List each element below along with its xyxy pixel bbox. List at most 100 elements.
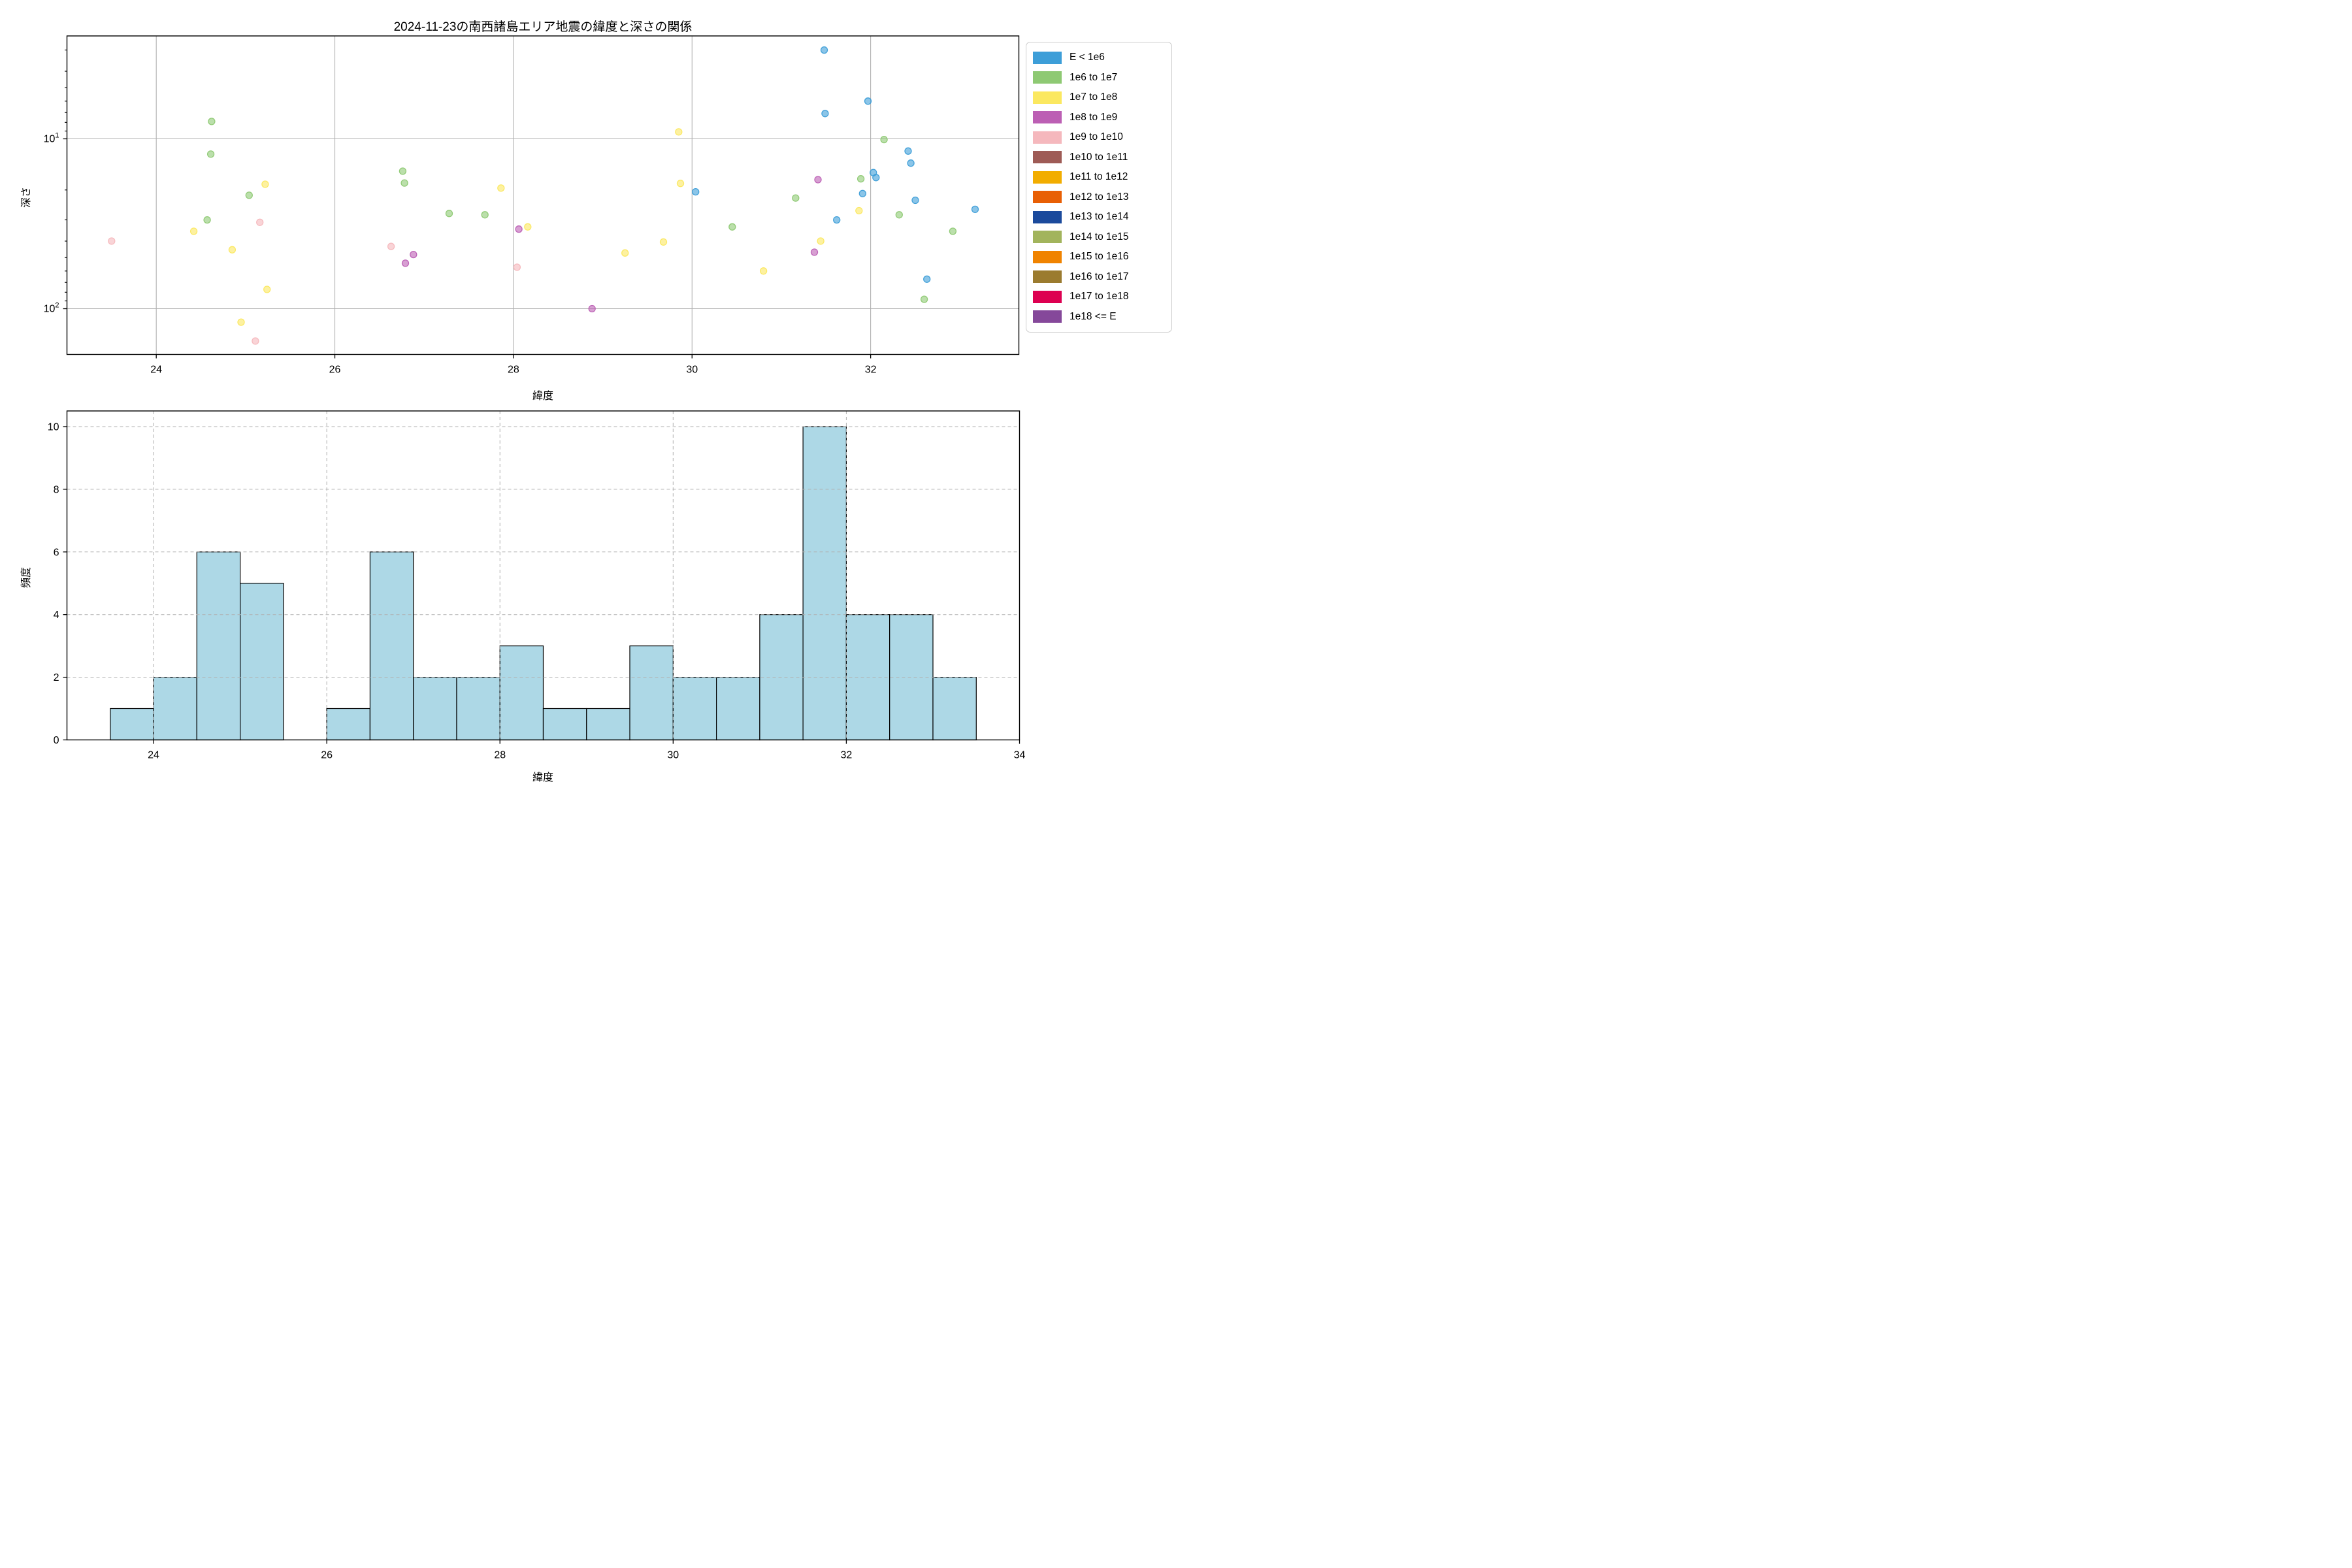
scatter-point <box>481 211 489 219</box>
histogram-spines <box>66 410 1021 741</box>
y-tick-label: 6 <box>54 547 59 558</box>
x-tick-label: 24 <box>148 750 159 761</box>
legend-label: 1e8 to 1e9 <box>1070 111 1118 123</box>
scatter-point <box>410 250 417 259</box>
scatter-point <box>261 180 269 188</box>
legend-label: 1e11 to 1e12 <box>1070 171 1128 183</box>
legend-item: 1e6 to 1e7 <box>1033 68 1165 88</box>
scatter-point <box>855 206 863 215</box>
histogram-bar <box>499 645 544 741</box>
scatter-point <box>820 46 828 54</box>
figure: 24 26 28 30 32 101 102 24 26 28 30 32 34 0 2 4 6 8 10 2024… <box>0 0 1176 784</box>
scatter-point <box>387 242 395 250</box>
hist-ylabel: 頻度 <box>21 566 33 589</box>
x-tick-label: 28 <box>508 365 519 376</box>
legend-item: 1e12 to 1e13 <box>1033 188 1165 208</box>
legend-label: 1e18 <= E <box>1070 310 1117 322</box>
scatter-point <box>817 237 825 245</box>
legend-item: 1e18 <= E <box>1033 307 1165 327</box>
y-tick-label: 0 <box>54 735 59 746</box>
hist-xlabel: 緯度 <box>532 772 553 783</box>
legend-swatch <box>1033 71 1062 84</box>
scatter-point <box>923 275 931 283</box>
scatter-point <box>256 218 264 226</box>
histogram-bar <box>110 708 154 741</box>
legend-label: 1e15 to 1e16 <box>1070 251 1129 263</box>
scatter-point <box>858 189 866 197</box>
scatter-point <box>872 174 880 182</box>
x-tick-label: 32 <box>865 365 877 376</box>
histogram-bar <box>672 676 717 741</box>
legend-swatch <box>1033 51 1062 64</box>
scatter-point <box>895 211 903 219</box>
legend-swatch <box>1033 191 1062 204</box>
scatter-xlabel: 緯度 <box>532 391 553 402</box>
histogram-bar <box>413 676 457 741</box>
scatter-point <box>621 249 629 257</box>
scatter-point <box>911 196 919 204</box>
scatter-point <box>515 225 523 233</box>
scatter-point <box>821 110 829 118</box>
legend-swatch <box>1033 171 1062 184</box>
x-tick-label: 30 <box>686 365 698 376</box>
legend: E < 1e6 1e6 to 1e7 1e7 to 1e8 1e8 to 1e9 1e9… <box>1026 42 1172 333</box>
legend-swatch <box>1033 111 1062 124</box>
legend-swatch <box>1033 151 1062 164</box>
y-tick-label: 8 <box>54 484 59 495</box>
x-tick-label: 26 <box>321 750 333 761</box>
scatter-spines <box>66 35 1020 355</box>
histogram-bar <box>542 708 587 741</box>
histogram-bar <box>369 551 414 741</box>
legend-swatch <box>1033 231 1062 244</box>
scatter-point <box>513 263 521 271</box>
scatter-point <box>524 223 532 231</box>
scatter-point <box>203 216 211 224</box>
y-tick-label: 102 <box>44 302 59 315</box>
figure-title: 2024-11-23の南西諸島エリア地震の緯度と深さの関係 <box>393 20 693 34</box>
scatter-point <box>949 227 957 235</box>
x-tick-label: 30 <box>667 750 679 761</box>
scatter-point <box>675 128 683 136</box>
legend-item: 1e11 to 1e12 <box>1033 167 1165 188</box>
scatter-point <box>907 159 915 167</box>
y-tick-label: 101 <box>44 132 59 145</box>
scatter-point <box>659 238 668 246</box>
legend-label: 1e13 to 1e14 <box>1070 211 1129 223</box>
legend-label: 1e16 to 1e17 <box>1070 270 1129 282</box>
legend-swatch <box>1033 91 1062 104</box>
scatter-plot: 24 26 28 30 32 101 102 <box>44 35 1020 376</box>
scatter-point <box>108 237 116 245</box>
scatter-point <box>904 147 912 155</box>
scatter-point <box>208 118 216 125</box>
legend-item: 1e13 to 1e14 <box>1033 207 1165 227</box>
histogram-bar <box>715 676 760 741</box>
scatter-point <box>237 318 245 326</box>
scatter-point <box>864 97 872 105</box>
legend-label: 1e10 to 1e11 <box>1070 151 1128 163</box>
histogram-bar <box>629 645 674 741</box>
legend-label: 1e12 to 1e13 <box>1070 191 1129 203</box>
x-tick-label: 26 <box>329 365 341 376</box>
histogram-bars <box>110 426 977 741</box>
legend-item: 1e14 to 1e15 <box>1033 227 1165 248</box>
histogram-bar <box>326 708 371 741</box>
histogram-bar <box>932 676 977 741</box>
legend-item: 1e15 to 1e16 <box>1033 247 1165 267</box>
scatter-point <box>445 210 453 218</box>
histogram-bar <box>196 551 241 741</box>
scatter-point <box>857 175 865 183</box>
scatter-point <box>810 248 819 256</box>
scatter-points <box>108 46 979 345</box>
histogram-bar <box>586 708 630 741</box>
scatter-point <box>971 205 979 214</box>
y-tick-label: 4 <box>54 610 59 621</box>
scatter-point <box>399 167 407 175</box>
scatter-point <box>263 286 271 293</box>
y-tick-label: 10 <box>48 421 59 433</box>
scatter-point <box>676 180 685 188</box>
scatter-point <box>588 304 596 313</box>
y-tick-label: 2 <box>54 672 59 683</box>
x-tick-label: 28 <box>494 750 506 761</box>
